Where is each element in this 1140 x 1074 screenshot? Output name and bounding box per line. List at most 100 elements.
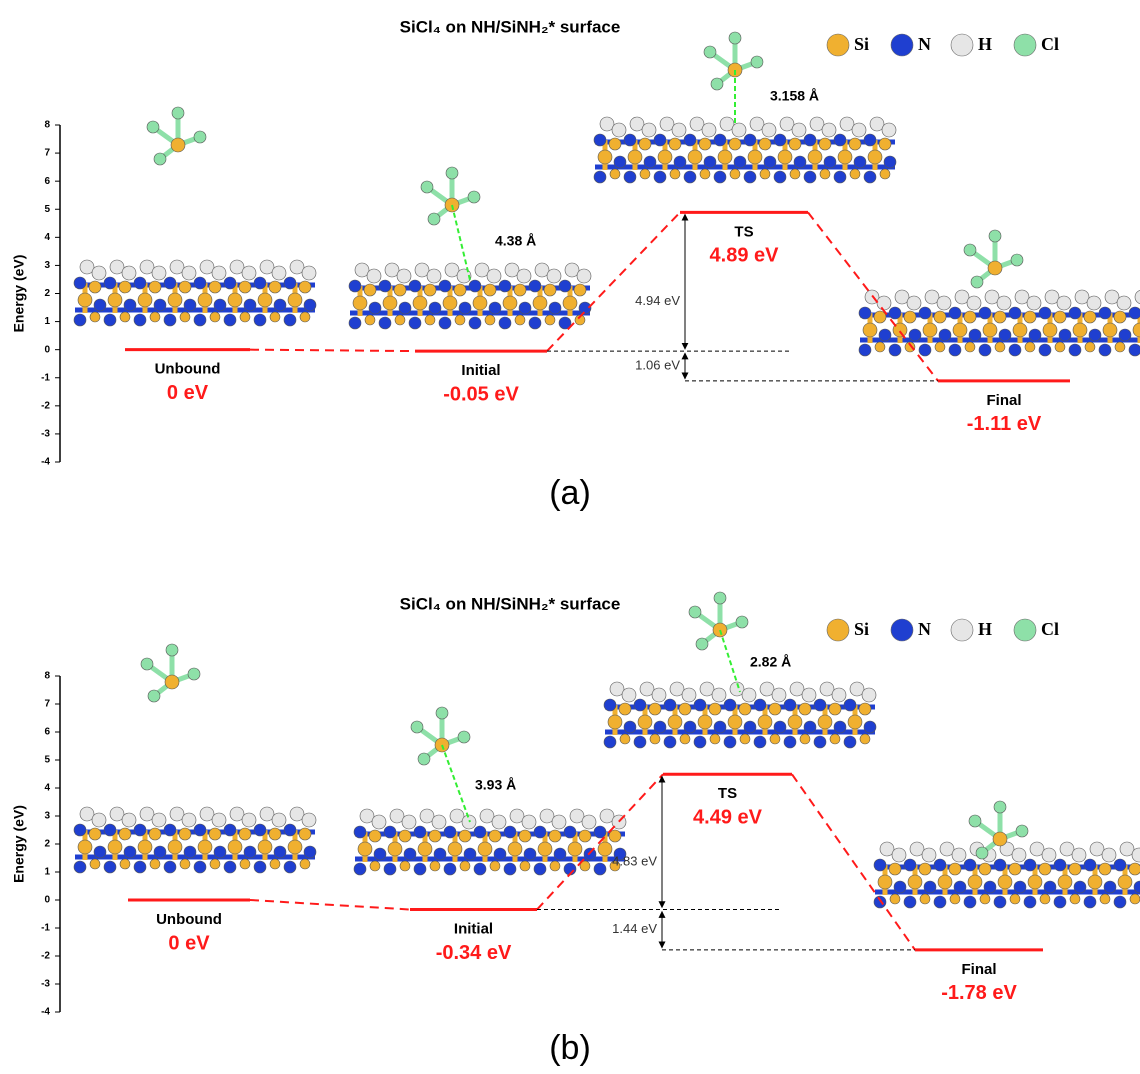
atom <box>444 863 456 875</box>
atom <box>674 156 686 168</box>
atom <box>751 56 763 68</box>
atom <box>1070 894 1080 904</box>
atom <box>554 848 566 860</box>
atom <box>638 715 652 729</box>
atom <box>119 828 131 840</box>
atom <box>515 315 525 325</box>
atom <box>714 134 726 146</box>
atom <box>1074 881 1086 893</box>
atom <box>684 721 696 733</box>
y-tick-label: 4 <box>44 232 50 243</box>
atom <box>370 861 380 871</box>
atom <box>474 863 486 875</box>
atom <box>1084 311 1096 323</box>
atom <box>519 830 531 842</box>
atom <box>409 317 421 329</box>
atom <box>1099 863 1111 875</box>
atom <box>209 828 221 840</box>
atom <box>594 171 606 183</box>
atom <box>788 715 802 729</box>
atom <box>473 296 487 310</box>
legend-swatch <box>951 619 973 641</box>
y-tick-label: 0 <box>44 344 50 355</box>
atom <box>383 296 397 310</box>
atom <box>74 824 86 836</box>
atom <box>120 859 130 869</box>
atom <box>574 284 586 296</box>
atom <box>654 721 666 733</box>
atom <box>838 150 852 164</box>
atom <box>504 826 516 838</box>
atom <box>1054 859 1066 871</box>
atom <box>754 736 766 748</box>
atom <box>1114 311 1126 323</box>
legend-swatch <box>1014 34 1036 56</box>
y-tick-label: 2 <box>44 839 50 850</box>
atom <box>1039 307 1051 319</box>
atom <box>104 314 116 326</box>
atom <box>729 32 741 44</box>
atom <box>894 881 906 893</box>
atom <box>395 315 405 325</box>
atom <box>568 842 582 856</box>
atom <box>979 307 991 319</box>
atom <box>700 169 710 179</box>
atom <box>104 824 116 836</box>
atom <box>165 675 179 689</box>
atom <box>688 150 702 164</box>
atom <box>672 123 686 137</box>
atom <box>774 171 786 183</box>
atom <box>976 847 988 859</box>
atom <box>490 861 500 871</box>
atom <box>365 315 375 325</box>
y-tick-label: 3 <box>44 811 50 822</box>
atom <box>429 302 441 314</box>
atom <box>890 894 900 904</box>
atom <box>124 846 136 858</box>
atom <box>728 715 742 729</box>
atom <box>149 281 161 293</box>
atom <box>609 138 621 150</box>
atom <box>464 848 476 860</box>
atom <box>134 277 146 289</box>
atom <box>880 169 890 179</box>
atom <box>619 703 631 715</box>
legend-swatch <box>951 34 973 56</box>
reaction-label: 1.44 eV <box>612 921 657 936</box>
atom <box>664 736 676 748</box>
atom <box>784 699 796 711</box>
atom <box>874 896 886 908</box>
atom <box>744 171 756 183</box>
atom <box>938 875 952 889</box>
atom <box>999 329 1011 341</box>
atom <box>994 859 1006 871</box>
atom <box>489 830 501 842</box>
atom <box>254 861 266 873</box>
atom <box>494 848 506 860</box>
y-tick-label: 5 <box>44 204 50 215</box>
atom <box>1069 307 1081 319</box>
atom <box>529 317 541 329</box>
atom <box>1039 863 1051 875</box>
atom <box>559 280 571 292</box>
atom <box>1084 859 1096 871</box>
atom <box>724 736 736 748</box>
atom <box>950 894 960 904</box>
atom <box>718 150 732 164</box>
atom <box>1014 881 1026 893</box>
atom <box>702 123 716 137</box>
atom <box>1099 344 1111 356</box>
atom <box>168 293 182 307</box>
atom <box>997 296 1011 310</box>
y-tick-label: -4 <box>41 1007 50 1018</box>
atom <box>994 311 1006 323</box>
y-tick-label: 7 <box>44 148 50 159</box>
atom <box>92 266 106 280</box>
atom <box>598 842 612 856</box>
atom <box>430 861 440 871</box>
atom <box>104 277 116 289</box>
atom <box>418 842 432 856</box>
atom <box>682 688 696 702</box>
atom <box>399 302 411 314</box>
atom <box>698 715 712 729</box>
